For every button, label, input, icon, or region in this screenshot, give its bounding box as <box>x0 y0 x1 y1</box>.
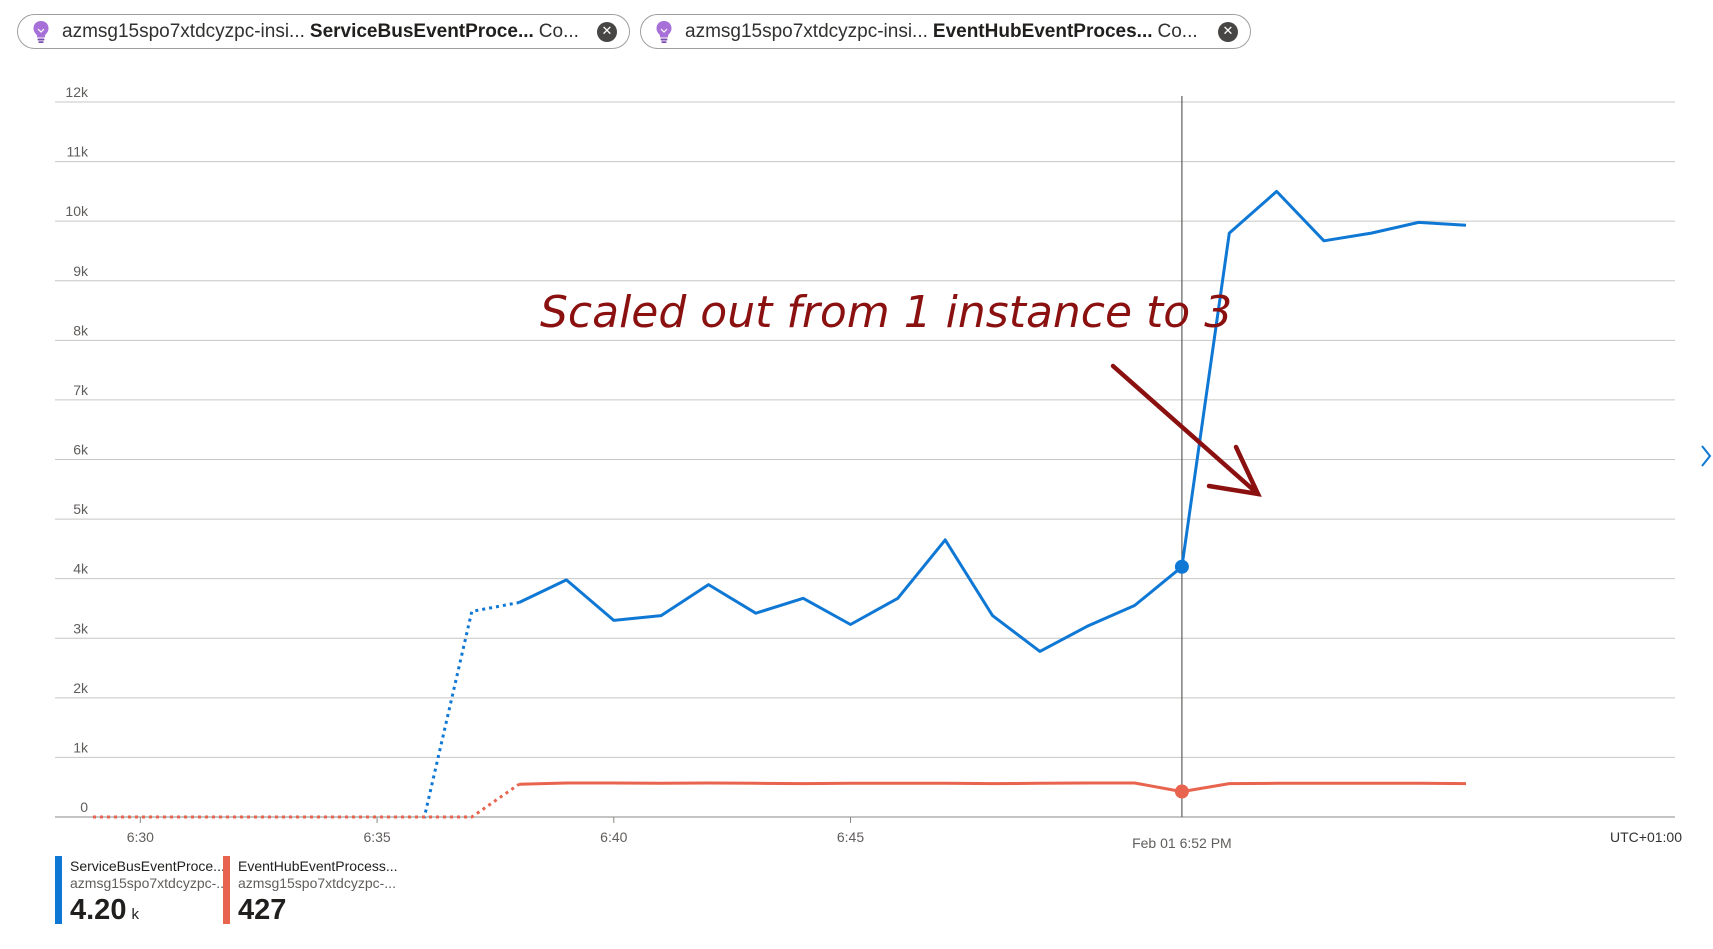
legend-series-value: 4.20 k <box>70 894 139 926</box>
series-0-dashed-line <box>93 601 520 819</box>
y-tick-label: 12k <box>65 84 89 100</box>
y-tick-label: 4k <box>73 561 89 577</box>
series-1-line <box>519 781 1467 794</box>
y-tick-label: 10k <box>65 203 89 219</box>
series-0-cursor-point <box>1174 559 1189 574</box>
x-axis-labels: 6:30 6:35 6:40 6:45 <box>127 829 865 845</box>
metric-pill-servicebus[interactable]: azmsg15spo7xtdcyzpc-insi... ServiceBusEv… <box>17 14 630 49</box>
y-tick-label: 11k <box>66 144 89 160</box>
pill-resource: azmsg15spo7xtdcyzpc-insi... <box>685 20 928 42</box>
y-tick-label: 5k <box>73 501 89 517</box>
legend-series-name: EventHubEventProcess... <box>238 858 398 874</box>
y-tick-label: 8k <box>73 322 89 338</box>
annotation-text: Scaled out from 1 instance to 3 <box>540 287 1232 338</box>
x-tick-label: 6:35 <box>363 829 390 845</box>
series-lines <box>93 189 1467 819</box>
pill-aggregation: Co... <box>1157 20 1198 42</box>
legend-value-unit: k <box>131 906 139 923</box>
x-tick-label: 6:40 <box>600 829 627 845</box>
legend-color-bar <box>55 856 62 924</box>
y-tick-label: 9k <box>73 263 89 279</box>
cursor-time-label: Feb 01 6:52 PM <box>1132 835 1232 851</box>
y-axis-labels: 0 1k 2k 3k 4k 5k 6k 7k 8k 9k 10k 11k 12k <box>65 84 89 815</box>
series-1-cursor-point <box>1174 784 1189 799</box>
pill-aggregation: Co... <box>538 20 579 42</box>
y-tick-label: 6k <box>73 442 89 458</box>
chevron-right-icon[interactable] <box>1700 444 1712 468</box>
legend-series-resource: azmsg15spo7xtdcyzpc-... <box>238 875 396 891</box>
legend-series-name: ServiceBusEventProce... <box>70 858 225 874</box>
lightbulb-icon <box>656 20 672 43</box>
series-0-line <box>518 189 1467 653</box>
series-1-dashed-line <box>93 782 520 819</box>
legend-series-value: 427 <box>238 894 287 926</box>
metric-pill-eventhub[interactable]: azmsg15spo7xtdcyzpc-insi... EventHubEven… <box>640 14 1251 49</box>
y-tick-label: 0 <box>80 799 88 815</box>
close-circle-icon[interactable]: ✕ <box>597 21 617 42</box>
annotation-arrow <box>1110 363 1262 497</box>
legend-color-bar <box>223 856 230 924</box>
pill-metric: ServiceBusEventProce... <box>309 20 534 42</box>
y-tick-label: 3k <box>73 620 89 636</box>
x-tick-label: 6:45 <box>837 829 864 845</box>
pill-resource: azmsg15spo7xtdcyzpc-insi... <box>62 20 305 42</box>
y-tick-label: 2k <box>73 680 89 696</box>
timezone-label: UTC+01:00 <box>1610 829 1682 845</box>
lightbulb-icon <box>33 20 49 43</box>
chart-grid <box>55 101 1675 823</box>
pill-metric: EventHubEventProces... <box>932 20 1153 42</box>
legend-series-resource: azmsg15spo7xtdcyzpc-... <box>70 875 228 891</box>
y-tick-label: 7k <box>73 382 89 398</box>
x-tick-label: 6:30 <box>127 829 154 845</box>
y-tick-label: 1k <box>73 739 89 755</box>
close-circle-icon[interactable]: ✕ <box>1218 21 1238 42</box>
